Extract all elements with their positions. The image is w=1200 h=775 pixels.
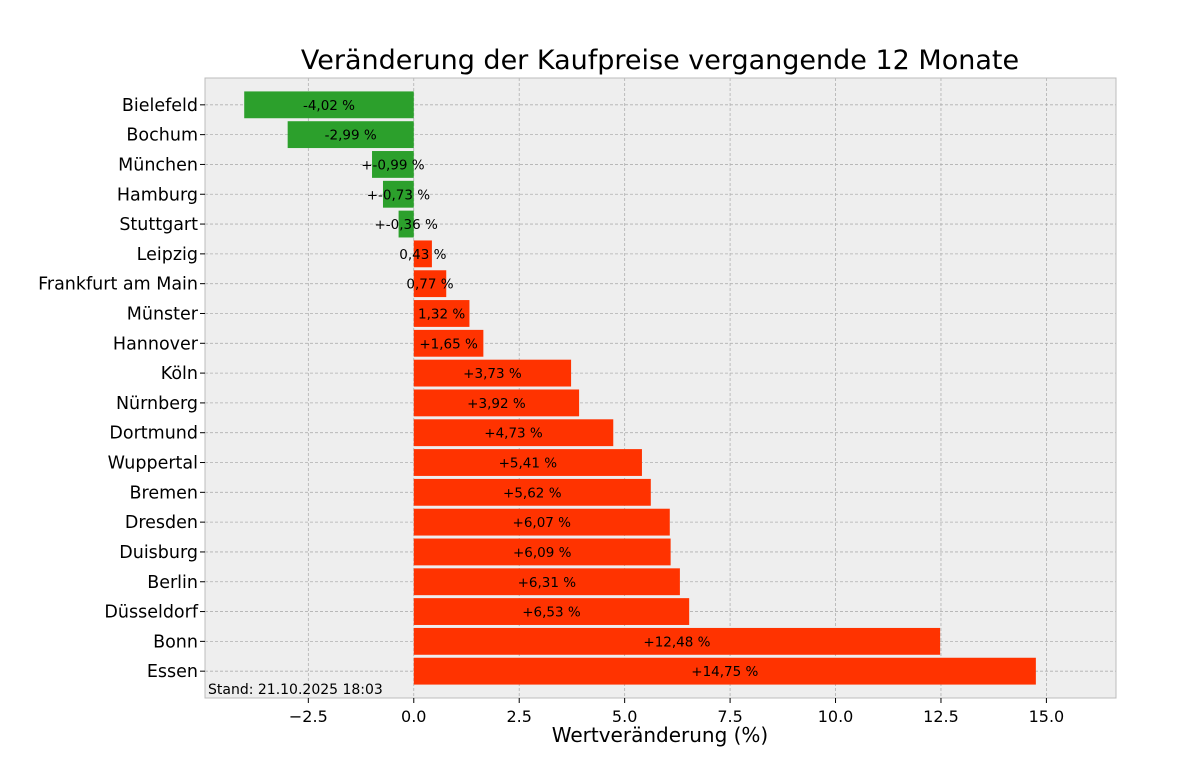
y-tick-label-7: Münster [127,304,199,324]
plot-frame [204,77,1117,699]
data-label-4: +-0,36 % [374,217,438,233]
x-tick-label-6: 12.5 [923,707,959,726]
data-label-15: +6,09 % [513,545,572,561]
data-label-16: +6,31 % [518,575,577,591]
y-tick-label-19: Essen [147,662,198,682]
data-label-13: +5,62 % [503,485,562,501]
data-label-7: 1,32 % [418,306,465,322]
data-label-5: 0,43 % [399,247,446,263]
y-axis: Bielefeld Bochum München Hamburg Stuttgart Le… [38,96,205,682]
x-tick-label-2: 2.5 [506,707,531,726]
data-label-2: +-0,99 % [361,157,425,173]
bar-4 [398,210,414,238]
bar-3 [382,180,414,208]
y-tick-label-5: Leipzig [137,245,198,265]
bar-6 [413,270,447,298]
bars [244,91,1036,685]
y-tick-label-10: Nürnberg [116,394,198,414]
x-tick-label-5: 10.0 [818,707,854,726]
y-tick-label-11: Dortmund [109,424,198,444]
bar-7 [413,300,470,327]
data-label-12: +5,41 % [499,456,558,472]
y-tick-label-4: Stuttgart [119,215,198,235]
x-tick-label-1: 0.0 [401,707,426,726]
data-labels: -4,02 % -2,99 % +-0,99 % +-0,73 % +-0,36 % 0,… [303,98,759,680]
data-label-8: +1,65 % [419,336,478,352]
data-label-0: -4,02 % [303,98,355,114]
bar-9 [413,359,572,387]
data-label-14: +6,07 % [513,515,572,531]
chart-title: Veränderung der Kaufpreise vergangende 1… [301,45,1019,76]
x-axis: −2.5 0.0 2.5 5.0 7.5 10.0 12.5 15.0 [289,698,1064,726]
x-tick-label-4: 7.5 [717,707,742,726]
y-tick-label-2: München [118,155,198,175]
y-tick-label-12: Wuppertal [108,454,198,474]
y-tick-label-14: Dresden [125,513,198,533]
x-tick-label-3: 5.0 [612,707,637,726]
bar-13 [413,478,651,506]
data-label-10: +3,92 % [467,396,526,412]
data-label-17: +6,53 % [522,605,581,621]
x-tick-label-7: 15.0 [1029,707,1065,726]
data-label-18: +12,48 % [643,634,710,650]
bar-17 [413,598,690,625]
data-label-19: +14,75 % [691,664,758,680]
data-label-6: 0,77 % [406,277,453,293]
data-label-3: +-0,73 % [367,187,431,203]
y-tick-label-3: Hamburg [117,185,198,205]
data-label-11: +4,73 % [484,426,543,442]
y-tick-label-6: Frankfurt am Main [38,275,198,295]
bar-5 [413,240,432,268]
bar-11 [413,419,614,447]
y-tick-label-1: Bochum [126,126,198,146]
y-tick-label-17: Düsseldorf [104,603,198,623]
data-label-1: -2,99 % [325,128,377,144]
bar-16 [413,568,680,596]
bar-12 [413,449,642,476]
bar-18 [413,627,941,655]
bar-8 [413,329,484,357]
bar-19 [413,657,1036,685]
y-tick-label-16: Berlin [147,573,198,593]
data-label-9: +3,73 % [463,366,522,382]
x-tick-label-0: −2.5 [289,707,328,726]
y-tick-label-0: Bielefeld [122,96,198,116]
y-tick-label-13: Bremen [130,483,199,503]
grid-lines [205,78,1116,698]
bar-0 [244,91,414,119]
x-axis-label: Wertveränderung (%) [552,723,769,747]
bar-15 [413,538,671,566]
y-tick-label-9: Köln [161,364,198,384]
y-tick-label-8: Hannover [113,334,199,354]
y-tick-label-15: Duisburg [119,543,198,563]
timestamp-footnote: Stand: 21.10.2025 18:03 [208,682,383,698]
bar-14 [413,508,670,536]
bar-10 [413,389,580,417]
bar-2 [372,151,414,178]
y-tick-label-18: Bonn [153,632,198,652]
bar-1 [287,121,414,149]
